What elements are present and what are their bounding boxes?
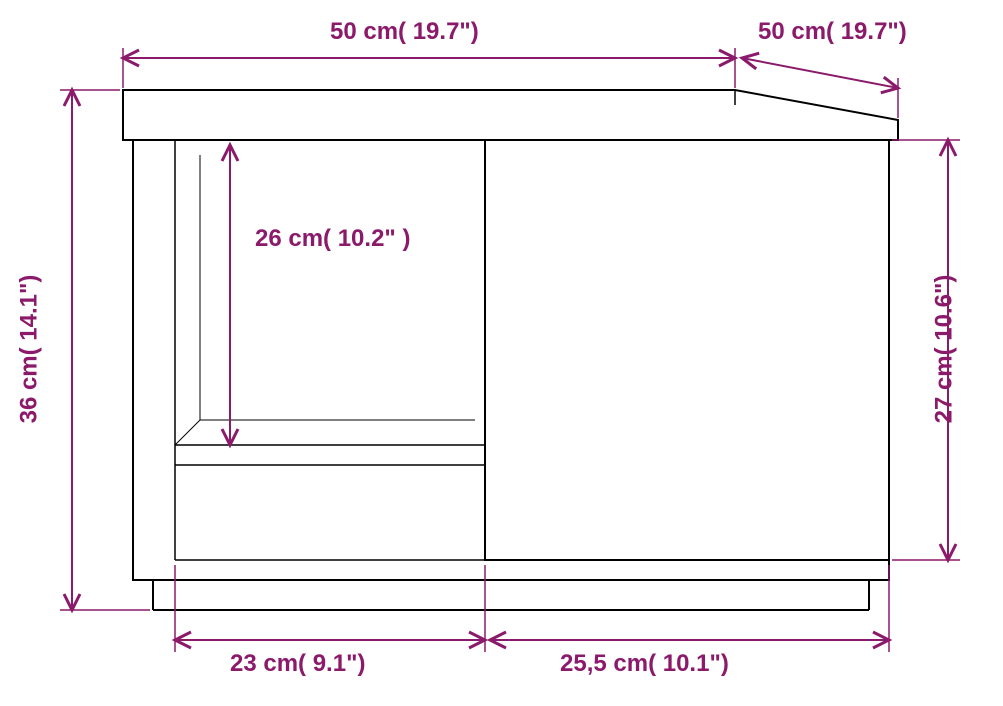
diagram-canvas: 50 cm( 19.7") 50 cm( 19.7") 36 cm( 14.1"… bbox=[0, 0, 1003, 706]
dim-top-depth: 50 cm( 19.7") bbox=[758, 18, 907, 46]
dim-bottom-right: 25,5 cm( 10.1") bbox=[560, 650, 729, 678]
dim-right-height: 27 cm( 10.6") bbox=[930, 275, 958, 424]
dim-left-height: 36 cm( 14.1") bbox=[15, 275, 43, 424]
cabinet-top bbox=[123, 90, 898, 140]
dim-bottom-left: 23 cm( 9.1") bbox=[230, 650, 365, 678]
furniture-drawing bbox=[0, 0, 1003, 706]
open-compartment bbox=[175, 140, 485, 560]
cabinet-door bbox=[485, 140, 889, 560]
dim-inner-height: 26 cm( 10.2" ) bbox=[255, 225, 410, 253]
dim-top-front: 50 cm( 19.7") bbox=[330, 18, 479, 46]
